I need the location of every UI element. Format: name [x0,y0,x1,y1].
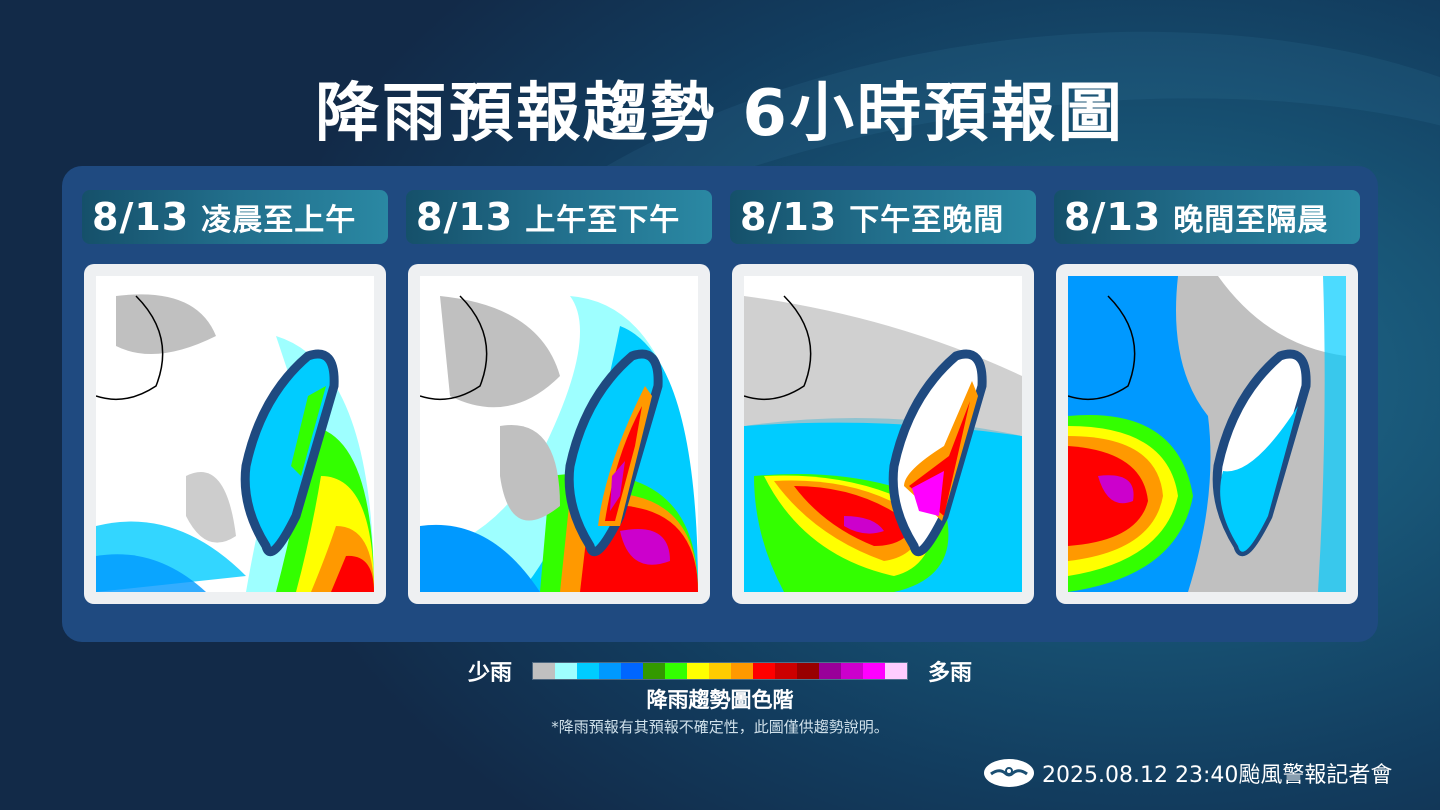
color-swatch [709,663,731,679]
period-label: 8/13 晚間至隔晨 [1054,190,1360,244]
rain-map-image [744,276,1022,592]
color-swatch [731,663,753,679]
period-name: 上午至下午 [525,203,681,238]
cwa-logo-icon [984,759,1034,787]
color-swatch [577,663,599,679]
color-swatch [885,663,907,679]
legend-title: 降雨趨勢圖色階 [646,688,794,712]
forecast-column-2: 8/13 上午至下午 [406,190,712,604]
color-swatch [621,663,643,679]
color-swatch [797,663,819,679]
legend-low-label: 少雨 [467,661,512,686]
legend-high-label: 多雨 [928,661,973,686]
forecast-column-4: 8/13 晚間至隔晨 [1054,190,1360,604]
disclaimer-note: *降雨預報有其預報不確定性，此圖僅供趨勢說明。 [551,718,889,736]
color-swatch [643,663,665,679]
period-date: 8/13 [416,195,514,239]
color-swatch [555,663,577,679]
period-date: 8/13 [92,195,190,239]
color-swatch [819,663,841,679]
color-swatch [687,663,709,679]
page-title: 降雨預報趨勢 6小時預報圖 [315,77,1125,151]
color-swatch [533,663,555,679]
color-swatch [775,663,797,679]
color-swatch [665,663,687,679]
period-name: 下午至晚間 [849,203,1005,238]
forecast-column-3: 8/13 下午至晚間 [730,190,1036,604]
rain-map-image [96,276,374,592]
period-label: 8/13 上午至下午 [406,190,712,244]
period-date: 8/13 [1064,195,1162,239]
color-swatch [841,663,863,679]
footer: 2025.08.12 23:40颱風警報記者會 [984,757,1392,789]
forecast-panel: 8/13 凌晨至上午 8/13 上午至下午 [62,166,1378,642]
rain-map [1056,264,1358,604]
color-swatch [863,663,885,679]
rain-map [732,264,1034,604]
rain-map [408,264,710,604]
period-name: 凌晨至上午 [201,203,357,238]
period-name: 晚間至隔晨 [1173,203,1329,238]
rain-map-image [420,276,698,592]
rain-color-legend: 少雨 多雨 [0,655,1440,687]
rain-map [84,264,386,604]
period-date: 8/13 [740,195,838,239]
forecast-column-1: 8/13 凌晨至上午 [82,190,388,604]
color-swatch [753,663,775,679]
rain-map-image [1068,276,1346,592]
color-scale-bar [532,662,908,680]
period-label: 8/13 下午至晚間 [730,190,1036,244]
color-swatch [599,663,621,679]
period-label: 8/13 凌晨至上午 [82,190,388,244]
press-conference-timestamp: 2025.08.12 23:40颱風警報記者會 [1042,763,1393,788]
